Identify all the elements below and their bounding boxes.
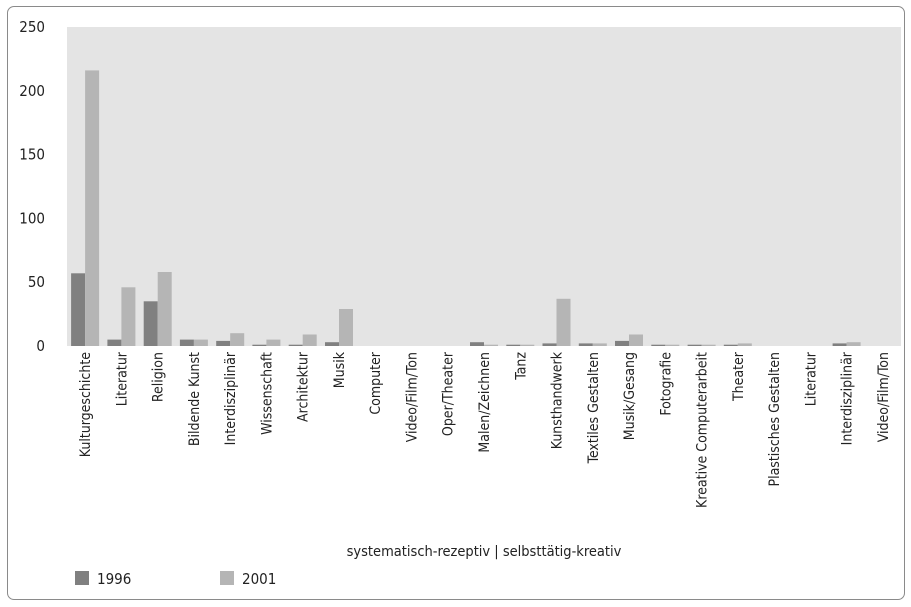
legend-label: 2001 bbox=[242, 570, 276, 588]
bars bbox=[71, 70, 861, 347]
bar-2001 bbox=[484, 344, 498, 346]
x-tick-label: Musik/Gesang bbox=[622, 352, 638, 440]
bar-1996 bbox=[252, 344, 267, 346]
legend-swatch-1996 bbox=[75, 571, 89, 585]
bar-1996 bbox=[506, 344, 521, 346]
bar-2001 bbox=[846, 342, 861, 346]
x-tick-label: Video/Film/Ton bbox=[404, 352, 420, 442]
x-tick-label: Architektur bbox=[296, 351, 312, 422]
bar-1996 bbox=[651, 344, 666, 346]
x-tick-label: Kulturgeschichte bbox=[78, 352, 94, 457]
x-tick-label: Fotografie bbox=[658, 352, 674, 416]
bar-2001 bbox=[665, 344, 680, 346]
y-tick-label: 50 bbox=[28, 273, 45, 291]
bar-2001 bbox=[520, 344, 535, 346]
legend-label: 1996 bbox=[97, 570, 131, 588]
x-tick-label: Theater bbox=[731, 351, 747, 402]
x-tick-label: Oper/Theater bbox=[441, 351, 457, 436]
x-tick-label: Musik bbox=[332, 351, 348, 388]
x-tick-label: Literatur bbox=[803, 351, 819, 406]
bar-2001 bbox=[701, 344, 716, 346]
plot-background bbox=[67, 27, 901, 346]
y-tick-label: 150 bbox=[19, 146, 45, 164]
x-tick-label: Interdisziplinär bbox=[840, 351, 856, 445]
bar-1996 bbox=[325, 342, 339, 346]
bar-1996 bbox=[71, 273, 86, 346]
bar-2001 bbox=[85, 70, 100, 347]
bar-2001 bbox=[157, 272, 172, 346]
bar-1996 bbox=[107, 339, 122, 346]
legend: 1996 2001 bbox=[75, 570, 276, 588]
bar-2001 bbox=[629, 334, 643, 346]
bar-1996 bbox=[687, 344, 702, 346]
x-tick-label: Kreative Computerarbeit bbox=[695, 352, 711, 508]
bar-1996 bbox=[470, 342, 484, 346]
x-axis: Kulturgeschichte Literatur Religion Bildend… bbox=[78, 351, 892, 508]
x-tick-label: Video/Film/Ton bbox=[876, 352, 892, 442]
bar-2001 bbox=[737, 343, 752, 346]
y-tick-label: 100 bbox=[19, 209, 45, 227]
y-axis: 0 50 100 150 200 250 bbox=[19, 18, 45, 355]
x-tick-label: Literatur bbox=[114, 351, 130, 406]
y-tick-label: 250 bbox=[19, 18, 45, 36]
bar-2001 bbox=[266, 339, 281, 346]
bar-2001 bbox=[556, 298, 571, 346]
x-tick-label: Computer bbox=[368, 351, 384, 414]
bar-2001 bbox=[302, 334, 317, 346]
x-tick-label: Interdisziplinär bbox=[223, 351, 239, 445]
bar-2001 bbox=[339, 309, 353, 346]
bar-1996 bbox=[216, 340, 231, 346]
bar-1996 bbox=[179, 339, 194, 346]
x-tick-label: Religion bbox=[151, 352, 167, 402]
x-tick-label: Plastisches Gestalten bbox=[767, 352, 783, 487]
bar-1996 bbox=[615, 340, 629, 346]
x-tick-label: Malen/Zeichnen bbox=[477, 352, 493, 453]
y-tick-label: 200 bbox=[19, 82, 45, 100]
bar-1996 bbox=[542, 343, 557, 346]
x-tick-label: Textiles Gestalten bbox=[586, 352, 602, 464]
x-tick-label: Tanz bbox=[513, 352, 529, 381]
bar-2001 bbox=[121, 287, 136, 346]
y-tick-label: 0 bbox=[36, 337, 45, 355]
bar-2001 bbox=[230, 333, 245, 346]
bar-1996 bbox=[143, 301, 158, 346]
legend-swatch-2001 bbox=[220, 571, 234, 585]
bar-1996 bbox=[288, 344, 303, 346]
bar-2001 bbox=[193, 339, 208, 346]
x-tick-label: Wissenschaft bbox=[259, 352, 275, 435]
x-tick-label: Kunsthandwerk bbox=[550, 351, 566, 449]
bar-1996 bbox=[723, 344, 738, 346]
bar-1996 bbox=[832, 343, 847, 346]
bar-1996 bbox=[578, 343, 593, 346]
x-axis-label: systematisch-rezeptiv | selbsttätig-krea… bbox=[347, 544, 622, 560]
bar-2001 bbox=[592, 343, 607, 346]
x-tick-label: Bildende Kunst bbox=[187, 352, 203, 446]
